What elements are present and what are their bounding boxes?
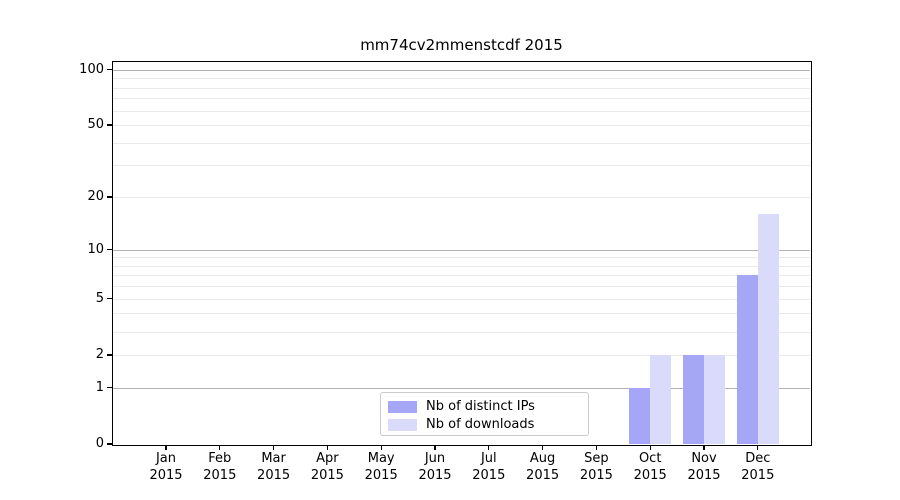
x-tick-label-year-sep-2015: 2015 xyxy=(579,467,613,483)
x-tick-jun-2015 xyxy=(434,445,436,450)
gridline-major-100 xyxy=(113,69,810,71)
gridline-minor-9 xyxy=(113,257,810,259)
x-tick-sep-2015 xyxy=(595,445,598,450)
x-tick-may-2015 xyxy=(380,445,382,450)
x-tick-label-jan-2015: Jan 2015 xyxy=(136,451,196,484)
x-tick-label-month-feb-2015: Feb xyxy=(208,451,232,466)
gridline-minor-70 xyxy=(113,98,810,100)
gridline-minor-5 xyxy=(113,298,810,300)
x-tick-mar-2015 xyxy=(273,445,275,450)
y-tick-50 xyxy=(107,124,112,126)
y-tick-2 xyxy=(107,354,112,356)
x-tick-label-feb-2015: Feb 2015 xyxy=(190,451,250,484)
x-tick-aug-2015 xyxy=(542,445,544,450)
x-tick-jan-2015 xyxy=(165,445,167,450)
x-tick-label-year-nov-2015: 2015 xyxy=(687,467,721,483)
x-tick-label-jun-2015: Jun 2015 xyxy=(405,451,465,484)
gridline-major-1 xyxy=(113,387,810,389)
y-tick-label-100: 100 xyxy=(79,61,104,77)
gridline-minor-7 xyxy=(113,275,810,277)
x-tick-label-month-jan-2015: Jan xyxy=(155,451,177,466)
x-tick-label-mar-2015: Mar 2015 xyxy=(244,451,304,484)
x-tick-label-year-aug-2015: 2015 xyxy=(526,467,560,483)
legend-label-distinct-ips: Nb of distinct IPs xyxy=(426,398,535,414)
gridline-minor-4 xyxy=(113,313,810,315)
x-tick-label-aug-2015: Aug 2015 xyxy=(513,451,573,484)
x-tick-label-jul-2015: Jul 2015 xyxy=(459,451,519,484)
y-tick-label-1: 1 xyxy=(95,379,104,395)
chart-title: mm74cv2mmenstcdf 2015 xyxy=(360,36,563,54)
legend-swatch-distinct-ips xyxy=(388,400,417,413)
x-tick-label-month-jul-2015: Jul xyxy=(480,451,497,466)
x-tick-label-sep-2015: Sep 2015 xyxy=(566,451,626,484)
y-tick-label-2: 2 xyxy=(95,346,104,362)
x-tick-dec-2015 xyxy=(757,445,759,450)
x-tick-oct-2015 xyxy=(649,445,651,450)
bar-nb-of-distinct-ips-oct-2015 xyxy=(629,387,651,444)
x-tick-label-nov-2015: Nov 2015 xyxy=(674,451,734,484)
bar-nb-of-downloads-nov-2015 xyxy=(704,354,725,444)
x-tick-label-year-oct-2015: 2015 xyxy=(633,467,667,483)
x-tick-label-may-2015: May 2015 xyxy=(351,451,411,484)
gridline-major-10 xyxy=(113,249,810,251)
gridline-minor-40 xyxy=(113,142,810,144)
gridline-minor-2 xyxy=(113,354,810,356)
x-tick-label-year-feb-2015: 2015 xyxy=(203,467,237,483)
x-tick-apr-2015 xyxy=(326,445,329,450)
x-tick-label-year-jul-2015: 2015 xyxy=(472,467,506,483)
x-tick-label-oct-2015: Oct 2015 xyxy=(620,451,680,484)
x-tick-label-year-apr-2015: 2015 xyxy=(310,467,344,483)
x-tick-label-month-dec-2015: Dec xyxy=(745,451,771,466)
x-tick-jul-2015 xyxy=(488,445,490,450)
bar-nb-of-downloads-dec-2015 xyxy=(757,214,779,444)
y-tick-0 xyxy=(107,443,112,445)
x-tick-label-month-oct-2015: Oct xyxy=(638,451,662,466)
y-tick-label-0: 0 xyxy=(95,436,104,451)
y-tick-5 xyxy=(107,298,112,300)
gridline-minor-80 xyxy=(113,87,810,89)
legend-item-downloads: Nb of downloads xyxy=(388,416,588,433)
x-tick-label-year-jun-2015: 2015 xyxy=(418,467,452,483)
y-tick-label-20: 20 xyxy=(87,189,104,205)
x-tick-label-year-jan-2015: 2015 xyxy=(149,467,183,483)
x-tick-feb-2015 xyxy=(219,445,221,450)
gridline-minor-20 xyxy=(113,197,810,199)
bar-nb-of-downloads-oct-2015 xyxy=(650,354,672,444)
gridline-minor-50 xyxy=(113,125,810,127)
legend-swatch-downloads xyxy=(388,418,417,431)
x-tick-label-month-aug-2015: Aug xyxy=(529,451,556,466)
bar-nb-of-distinct-ips-nov-2015 xyxy=(683,354,704,444)
bar-nb-of-distinct-ips-dec-2015 xyxy=(736,275,758,444)
gridline-minor-90 xyxy=(113,78,810,80)
y-tick-100 xyxy=(107,69,112,71)
y-tick-20 xyxy=(107,196,112,198)
y-tick-1 xyxy=(107,387,112,389)
y-tick-label-10: 10 xyxy=(87,241,104,257)
x-tick-label-year-mar-2015: 2015 xyxy=(257,467,291,483)
gridline-minor-30 xyxy=(113,165,810,167)
gridline-minor-8 xyxy=(113,265,810,267)
x-tick-label-month-jun-2015: Jun xyxy=(424,451,446,466)
y-tick-label-50: 50 xyxy=(87,117,104,133)
y-tick-label-5: 5 xyxy=(95,290,104,306)
x-tick-nov-2015 xyxy=(703,445,705,450)
plot-area xyxy=(113,62,810,444)
x-tick-label-apr-2015: Apr 2015 xyxy=(297,451,357,484)
x-tick-label-year-dec-2015: 2015 xyxy=(741,467,775,483)
legend: Nb of distinct IPs Nb of downloads xyxy=(380,392,589,436)
x-tick-label-month-apr-2015: Apr xyxy=(316,451,339,466)
x-tick-label-month-sep-2015: Sep xyxy=(584,451,609,466)
x-tick-label-month-nov-2015: Nov xyxy=(691,451,717,466)
y-tick-10 xyxy=(107,248,112,251)
x-tick-label-year-may-2015: 2015 xyxy=(364,467,398,483)
x-tick-label-dec-2015: Dec 2015 xyxy=(728,451,788,484)
gridline-minor-3 xyxy=(113,331,810,333)
legend-item-distinct-ips: Nb of distinct IPs xyxy=(388,398,588,415)
legend-label-downloads: Nb of downloads xyxy=(426,416,535,432)
x-tick-label-month-mar-2015: Mar xyxy=(261,451,286,466)
gridline-minor-60 xyxy=(113,110,810,112)
x-tick-label-month-may-2015: May xyxy=(367,451,395,466)
gridline-minor-6 xyxy=(113,286,810,288)
